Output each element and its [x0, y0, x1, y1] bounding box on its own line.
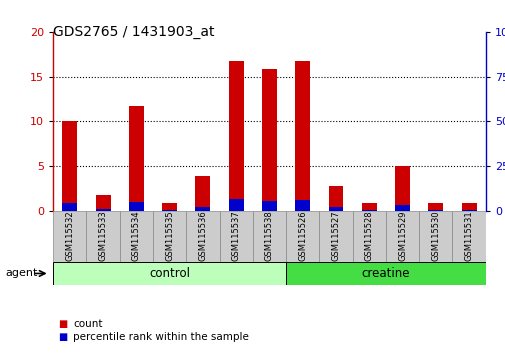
Bar — [285, 262, 485, 285]
Bar — [186, 211, 219, 262]
Bar — [352, 211, 385, 262]
Bar — [195, 176, 210, 211]
Bar — [228, 61, 243, 211]
Text: GSM115526: GSM115526 — [297, 210, 307, 261]
Text: GSM115532: GSM115532 — [65, 210, 74, 261]
Text: GSM115537: GSM115537 — [231, 210, 240, 261]
Bar — [219, 211, 252, 262]
Text: count: count — [73, 319, 103, 329]
Bar — [162, 204, 177, 211]
Text: GSM115530: GSM115530 — [430, 210, 439, 261]
Bar — [418, 211, 451, 262]
Bar — [62, 121, 77, 211]
Bar — [461, 204, 476, 211]
Bar — [328, 185, 343, 211]
Text: agent: agent — [5, 268, 37, 279]
Text: GSM115528: GSM115528 — [364, 210, 373, 261]
Bar — [53, 211, 86, 262]
Bar — [451, 211, 485, 262]
Text: ■: ■ — [58, 332, 67, 342]
Bar — [252, 211, 285, 262]
Bar — [262, 69, 276, 211]
Text: control: control — [149, 267, 190, 280]
Bar — [385, 211, 418, 262]
Text: ■: ■ — [58, 319, 67, 329]
Bar — [153, 211, 186, 262]
Bar — [162, 210, 177, 211]
Text: GSM115533: GSM115533 — [98, 210, 108, 261]
Text: creatine: creatine — [361, 267, 410, 280]
Bar — [195, 207, 210, 211]
Bar — [95, 209, 110, 211]
Text: GSM115527: GSM115527 — [331, 210, 340, 261]
Bar — [428, 202, 442, 211]
Bar — [319, 211, 352, 262]
Text: percentile rank within the sample: percentile rank within the sample — [73, 332, 249, 342]
Text: GSM115534: GSM115534 — [132, 210, 140, 261]
Text: GSM115529: GSM115529 — [397, 210, 406, 261]
Bar — [285, 211, 319, 262]
Bar — [328, 207, 343, 211]
Bar — [394, 205, 409, 211]
Text: GDS2765 / 1431903_at: GDS2765 / 1431903_at — [53, 25, 214, 39]
Bar — [129, 106, 143, 211]
Bar — [294, 61, 310, 211]
Bar — [86, 211, 120, 262]
Text: GSM115538: GSM115538 — [265, 210, 273, 261]
Bar — [62, 203, 77, 211]
Bar — [361, 204, 376, 211]
Bar — [294, 200, 310, 211]
Bar — [95, 195, 110, 211]
Bar — [53, 262, 285, 285]
Bar — [129, 202, 143, 211]
Bar — [120, 211, 153, 262]
Text: GSM115531: GSM115531 — [464, 210, 473, 261]
Bar — [262, 201, 276, 211]
Text: GSM115536: GSM115536 — [198, 210, 207, 261]
Bar — [228, 199, 243, 211]
Text: GSM115535: GSM115535 — [165, 210, 174, 261]
Bar — [394, 166, 409, 211]
